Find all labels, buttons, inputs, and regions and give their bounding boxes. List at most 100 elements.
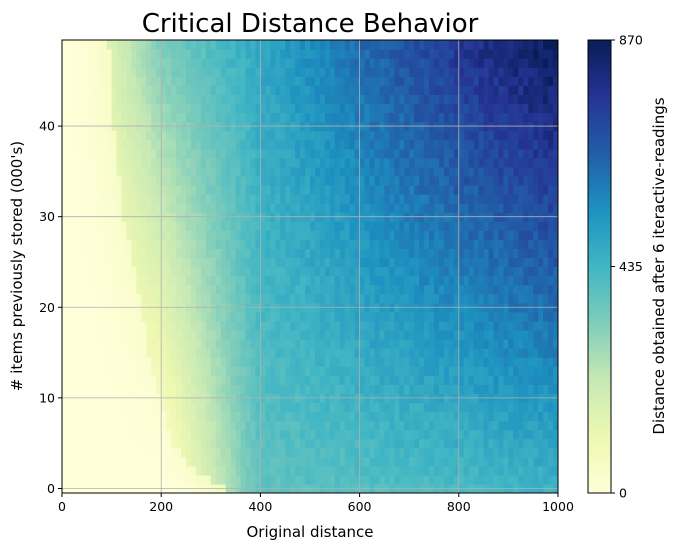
heatmap-cell (101, 474, 108, 485)
heatmap-cell (126, 248, 133, 259)
heatmap-cell (394, 402, 400, 413)
heatmap-cell (290, 320, 296, 331)
heatmap-cell (349, 94, 356, 105)
heatmap-cell (518, 474, 524, 485)
heatmap-cell (379, 139, 385, 150)
heatmap-cell (195, 438, 202, 449)
heatmap-cell (513, 465, 519, 476)
heatmap-cell (195, 338, 202, 349)
heatmap-cell (156, 248, 162, 259)
heatmap-cell (161, 411, 167, 422)
heatmap-cell (146, 420, 152, 431)
heatmap-cell (225, 94, 232, 105)
heatmap-cell (548, 293, 554, 304)
heatmap-cell (478, 420, 485, 431)
heatmap-cell (62, 329, 68, 340)
heatmap-cell (374, 184, 381, 195)
heatmap-cell (553, 139, 558, 150)
heatmap-cell (369, 357, 376, 367)
heatmap-cell (131, 49, 137, 59)
heatmap-cell (81, 366, 88, 376)
heatmap-cell (255, 474, 261, 485)
heatmap-cell (131, 474, 137, 485)
heatmap-cell (394, 184, 400, 195)
heatmap-cell (275, 166, 281, 177)
heatmap-cell (369, 266, 376, 277)
heatmap-cell (548, 85, 554, 95)
heatmap-cell (156, 447, 162, 458)
heatmap-cell (374, 384, 381, 394)
heatmap-cell (280, 239, 286, 249)
heatmap-cell (334, 338, 341, 349)
heatmap-cell (230, 248, 237, 259)
heatmap-cell (195, 221, 202, 231)
heatmap-cell (389, 166, 395, 177)
heatmap-cell (374, 221, 381, 231)
heatmap-cell (543, 411, 549, 422)
heatmap-cell (151, 184, 157, 195)
heatmap-cell (359, 157, 366, 168)
heatmap-cell (548, 139, 554, 150)
heatmap-cell (344, 221, 351, 231)
heatmap-cell (409, 429, 415, 440)
heatmap-cell (359, 465, 366, 476)
heatmap-cell (473, 49, 480, 59)
heatmap-cell (533, 293, 539, 304)
heatmap-cell (270, 474, 276, 485)
heatmap-cell (329, 239, 336, 249)
heatmap-cell (404, 139, 410, 150)
heatmap-cell (86, 465, 93, 476)
heatmap-cell (186, 375, 192, 385)
heatmap-cell (324, 58, 331, 68)
heatmap-cell (255, 465, 261, 476)
heatmap-cell (285, 203, 291, 213)
heatmap-cell (458, 94, 465, 105)
heatmap-cell (493, 384, 500, 394)
heatmap-cell (448, 329, 455, 340)
heatmap-cell (66, 175, 73, 186)
heatmap-cell (210, 447, 217, 458)
heatmap-cell (523, 76, 529, 86)
heatmap-cell (364, 366, 371, 376)
heatmap-cell (210, 239, 217, 249)
heatmap-cell (533, 357, 539, 367)
heatmap-cell (314, 130, 321, 141)
heatmap-cell (364, 49, 371, 59)
heatmap-cell (369, 166, 376, 177)
heatmap-cell (424, 257, 430, 268)
heatmap-cell (523, 311, 529, 322)
heatmap-cell (220, 175, 227, 186)
heatmap-cell (245, 411, 252, 422)
heatmap-cell (419, 221, 425, 231)
heatmap-cell (240, 130, 247, 141)
heatmap-cell (468, 284, 475, 295)
heatmap-cell (111, 474, 118, 485)
heatmap-cell (156, 275, 162, 286)
heatmap-cell (290, 329, 296, 340)
heatmap-cell (493, 130, 500, 141)
heatmap-cell (131, 230, 137, 240)
heatmap-cell (349, 248, 356, 259)
heatmap-cell (543, 338, 549, 349)
heatmap-cell (205, 357, 212, 367)
heatmap-cell (290, 311, 296, 322)
heatmap-cell (548, 257, 554, 268)
heatmap-cell (81, 94, 88, 105)
heatmap-cell (96, 239, 103, 249)
heatmap-cell (438, 420, 445, 431)
heatmap-cell (548, 375, 554, 385)
heatmap-cell (71, 175, 78, 186)
heatmap-cell (453, 203, 460, 213)
heatmap-cell (71, 411, 78, 422)
heatmap-cell (151, 320, 157, 331)
heatmap-cell (538, 49, 544, 59)
heatmap-cell (438, 456, 445, 467)
heatmap-cell (548, 221, 554, 231)
heatmap-cell (131, 420, 137, 431)
heatmap-cell (240, 148, 247, 159)
heatmap-cell (66, 348, 73, 358)
heatmap-cell (354, 175, 361, 186)
heatmap-cell (369, 103, 376, 114)
heatmap-cell (463, 474, 470, 485)
heatmap-cell (409, 148, 415, 159)
